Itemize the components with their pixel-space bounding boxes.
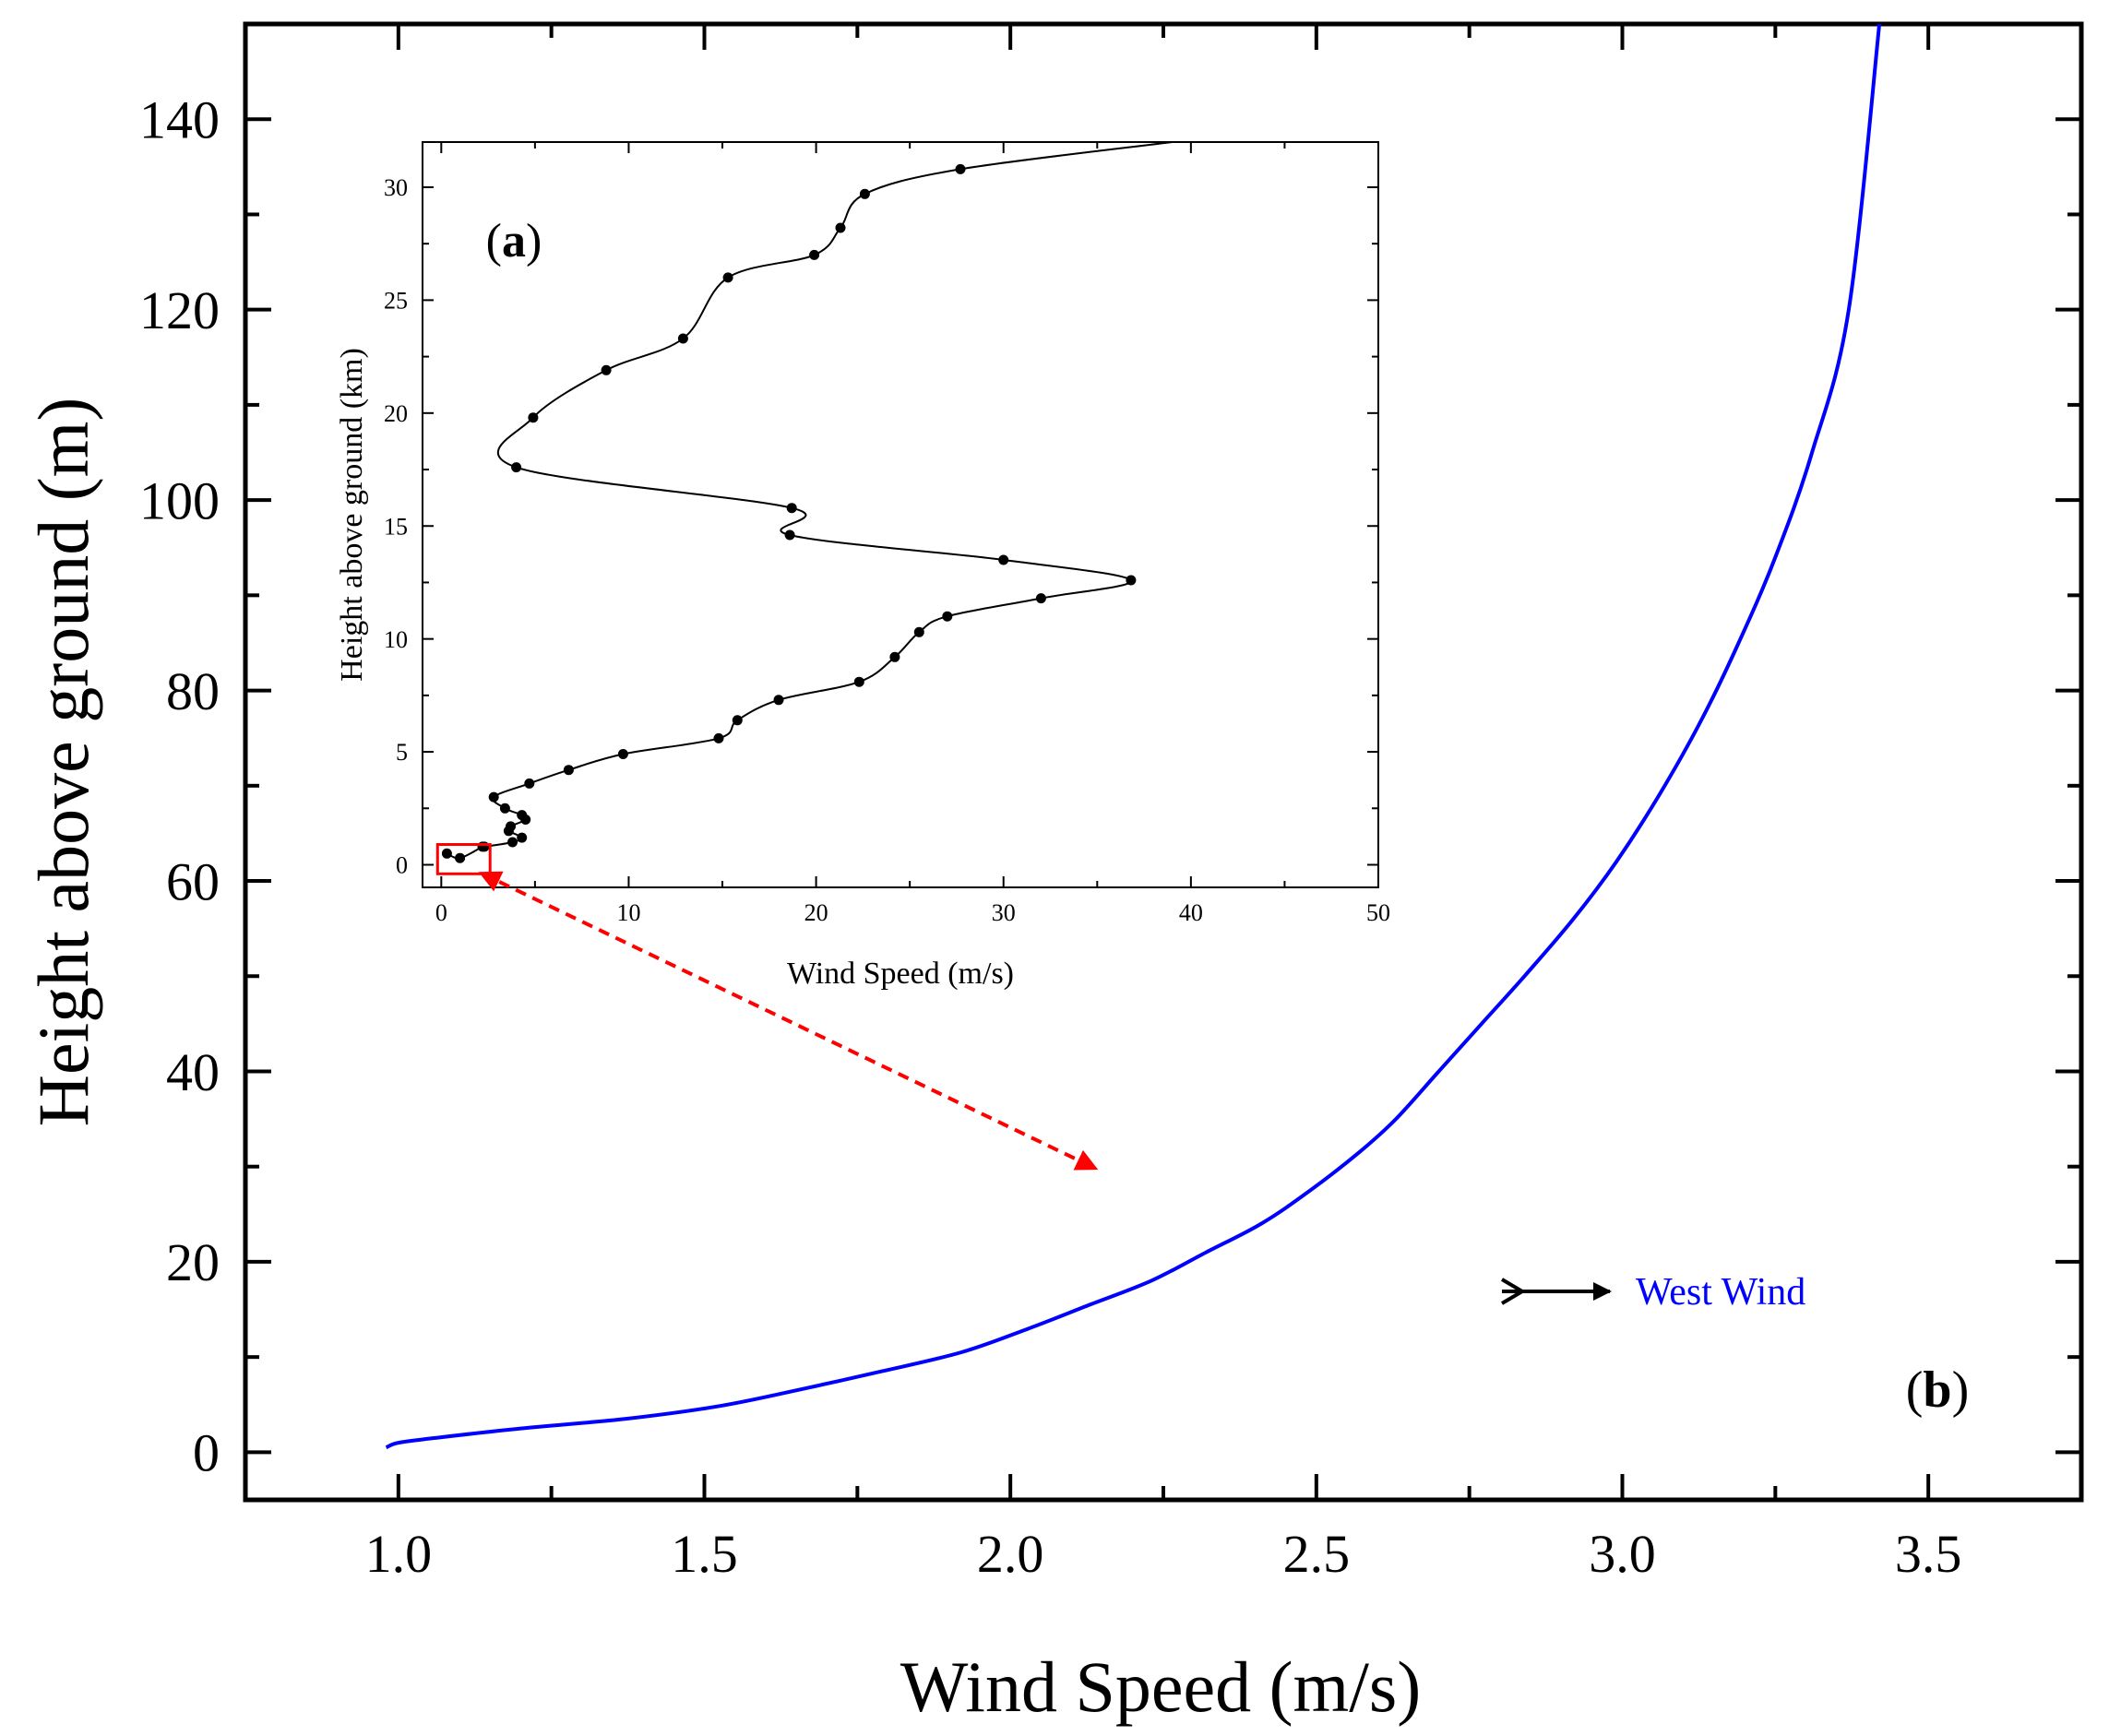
inset-chart: 0 10 20 30 40 50 0 5 10 15 20 25 30 Wind Speed (m/s… [335, 141, 1390, 1171]
inset-data-point [499, 803, 510, 814]
inset-plot-frame [422, 141, 1379, 888]
x-tick-label: 3.0 [1589, 1524, 1656, 1584]
inset-data-point [441, 848, 452, 859]
x-tick-label: 30 [992, 899, 1016, 926]
x-tick-label: 2.5 [1283, 1524, 1351, 1584]
inset-data-point [617, 749, 628, 759]
panel-label-a: (a) [486, 215, 542, 268]
inset-y-axis-title: Height above ground (km) [335, 348, 369, 682]
zoom-highlight-box [435, 843, 492, 875]
inset-data-point [998, 554, 1009, 565]
inset-data-point [517, 832, 528, 843]
inset-data-point [722, 272, 733, 283]
x-tick-label: 1.5 [671, 1524, 738, 1584]
y-tick-label: 120 [139, 280, 220, 340]
main-x-axis-title: Wind Speed (m/s) [900, 1647, 1421, 1727]
y-tick-label: 10 [384, 626, 408, 653]
inset-data-point [1035, 593, 1046, 604]
y-tick-label: 30 [384, 174, 408, 201]
y-tick-label: 5 [396, 739, 408, 766]
y-tick-label: 20 [384, 400, 408, 427]
inset-data-point [511, 462, 522, 473]
inset-data-point [455, 852, 466, 863]
inset-data-point [784, 529, 795, 541]
inset-x-axis-title: Wind Speed (m/s) [787, 957, 1014, 991]
y-tick-label: 140 [139, 90, 220, 150]
zoom-link-arrow [478, 871, 1099, 1171]
inset-data-point [506, 821, 516, 832]
inset-data-point [1126, 575, 1137, 586]
inset-y-axis: 0 5 10 15 20 25 30 [384, 174, 1378, 879]
inset-data-point [528, 412, 539, 423]
inset-data-point [524, 778, 535, 789]
inset-data-point [773, 695, 784, 706]
y-tick-label: 0 [193, 1423, 220, 1483]
inset-data-point [835, 222, 846, 233]
inset-data-point [517, 810, 528, 821]
inset-data-point [859, 188, 870, 199]
inset-data-point [955, 163, 966, 174]
y-tick-label: 15 [384, 513, 408, 540]
inset-data-point [601, 364, 612, 375]
inset-data-point [809, 249, 820, 260]
x-tick-label: 2.0 [977, 1524, 1044, 1584]
x-tick-label: 10 [616, 899, 640, 926]
inset-data-point [488, 791, 499, 803]
inset-data-point [786, 503, 797, 514]
panel-label-b: (b) [1906, 1361, 1969, 1419]
inset-data-point [889, 651, 900, 662]
west-wind-label: West Wind [1636, 1271, 1805, 1314]
x-tick-label: 50 [1366, 899, 1390, 926]
y-tick-label: 20 [166, 1232, 220, 1292]
inset-data-point [563, 765, 574, 776]
main-wind-profile-line [385, 24, 1882, 1450]
main-y-axis-title: Height above ground (m) [23, 398, 103, 1127]
inset-data-point [713, 732, 724, 743]
x-tick-label: 1.0 [365, 1524, 433, 1584]
inset-data-point [942, 611, 953, 622]
y-tick-label: 25 [384, 287, 408, 314]
y-tick-label: 100 [139, 470, 220, 530]
inset-data-point [677, 333, 688, 344]
inset-data-point [913, 626, 924, 637]
x-tick-label: 3.5 [1895, 1524, 1962, 1584]
inset-data-points [441, 163, 1137, 863]
west-wind-annotation: West Wind [1500, 1271, 1805, 1314]
inset-data-point [507, 837, 518, 848]
y-tick-label: 40 [166, 1042, 220, 1102]
wind-arrow-tail-icon [1500, 1278, 1526, 1305]
x-tick-label: 20 [804, 899, 828, 926]
y-tick-label: 60 [166, 851, 220, 911]
y-tick-label: 0 [396, 852, 408, 879]
x-tick-label: 40 [1179, 899, 1203, 926]
inset-data-point [732, 715, 743, 726]
inset-data-point [853, 676, 864, 687]
x-tick-label: 0 [435, 899, 447, 926]
main-x-axis: 1.0 1.5 2.0 2.5 3.0 3.5 [244, 24, 2083, 1584]
y-tick-label: 80 [166, 661, 220, 721]
